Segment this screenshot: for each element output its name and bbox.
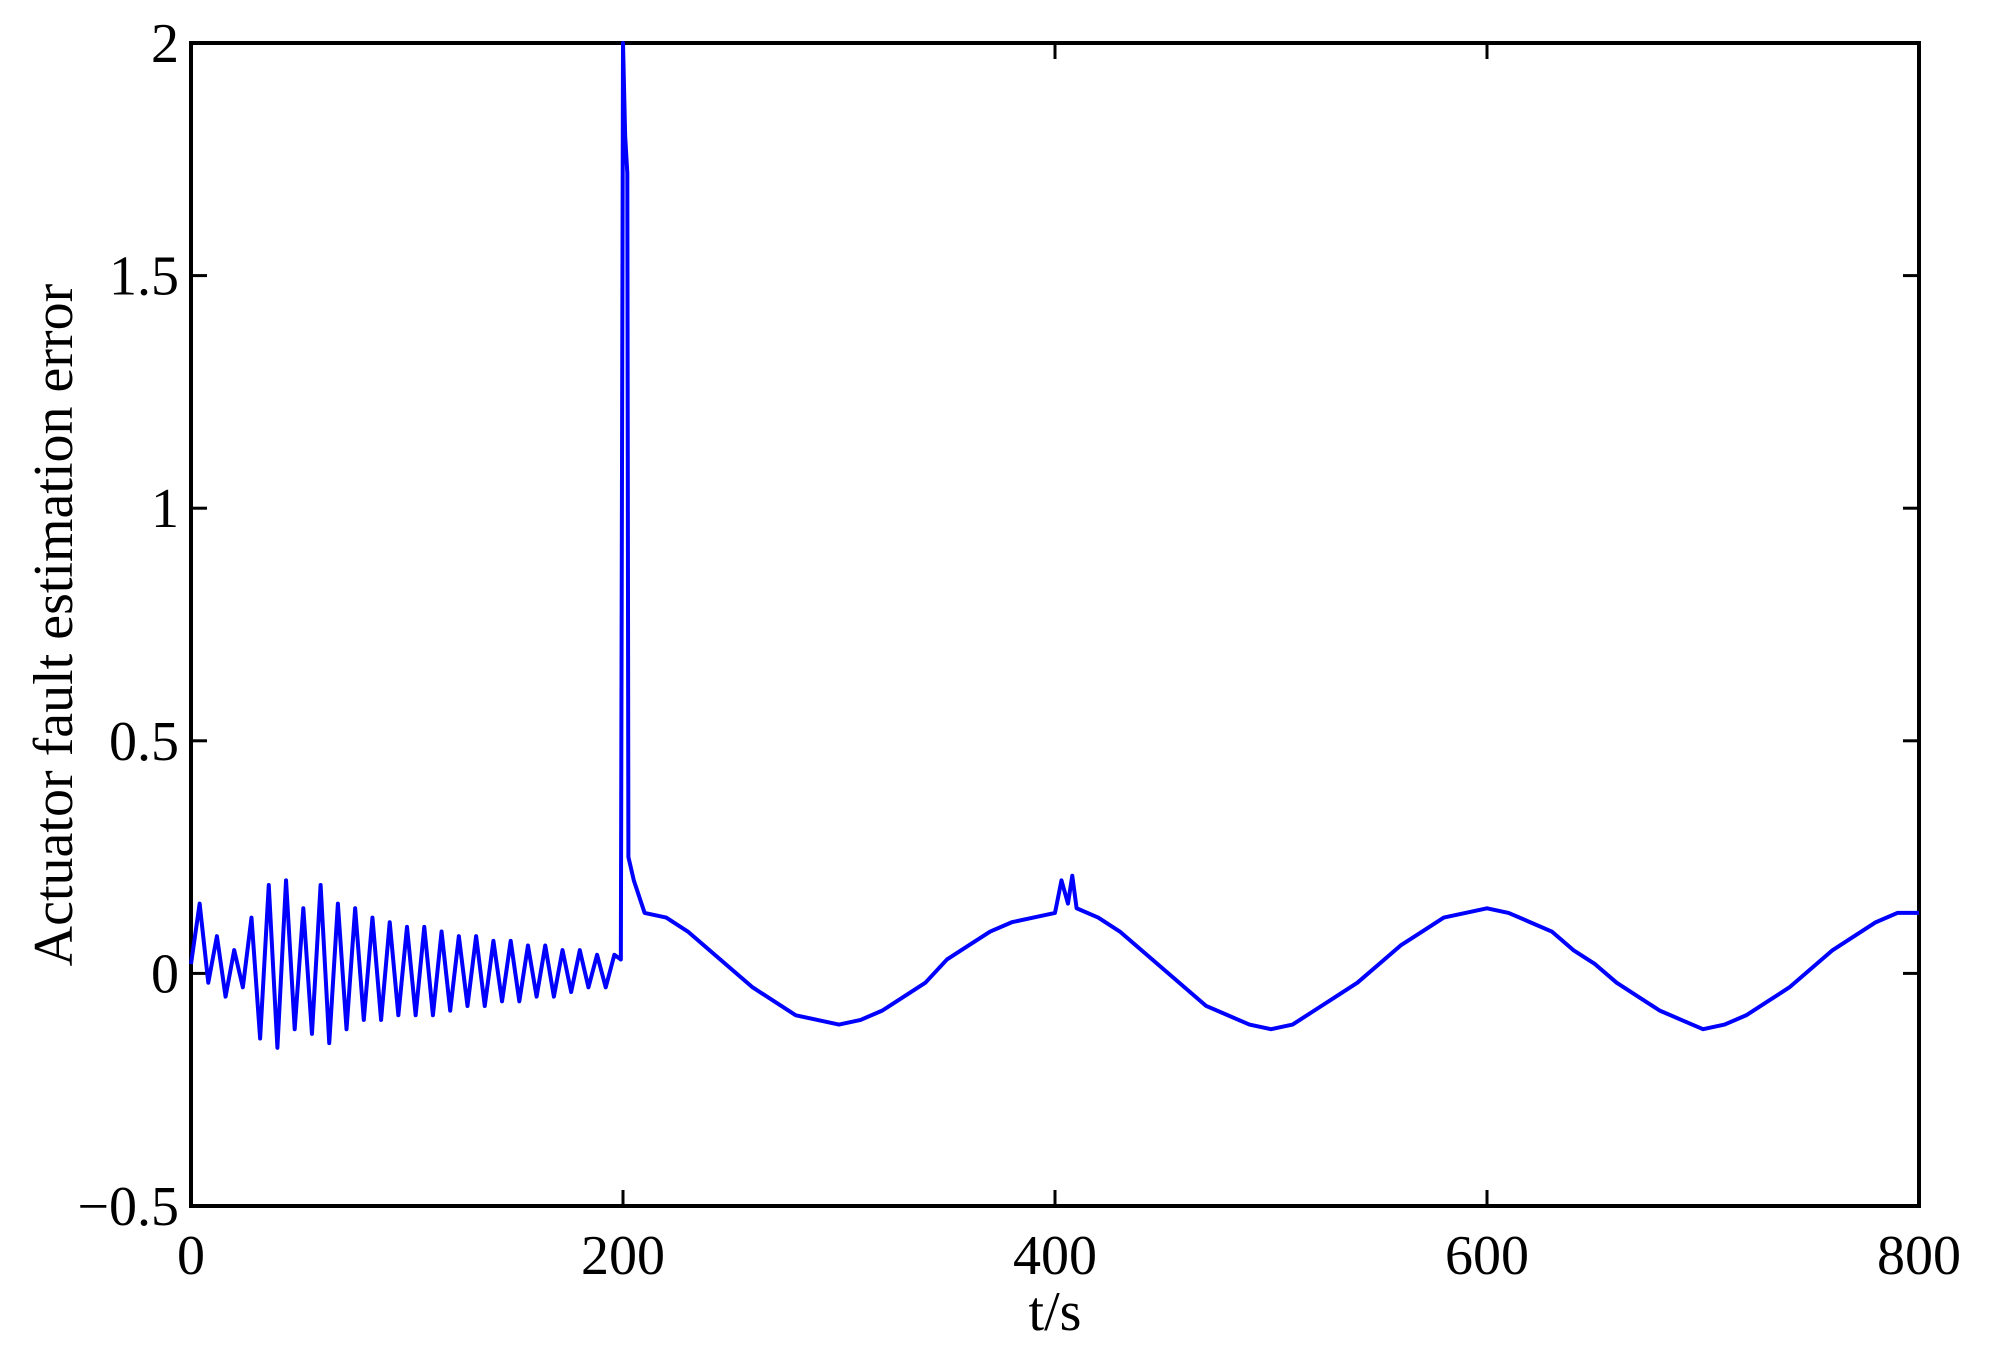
y-tick-label: 1.5 — [109, 246, 179, 308]
line — [189, 41, 1919, 1050]
x-axis-label: t/s — [1029, 1281, 1082, 1343]
y-axis-label: Actuator fault estimation error — [23, 283, 85, 966]
y-tick-label: −0.5 — [77, 1176, 179, 1238]
x-tick-label: 600 — [1445, 1225, 1529, 1287]
plot-frame — [189, 41, 1921, 1208]
x-tick-label: 800 — [1877, 1225, 1961, 1287]
y-tick-label: 2 — [151, 13, 179, 75]
y-tick-label: 0 — [151, 943, 179, 1005]
y-tick-label: 1 — [151, 478, 179, 540]
x-tick-label: 200 — [581, 1225, 665, 1287]
x-tick-label: 0 — [177, 1225, 205, 1287]
x-tick-label: 400 — [1013, 1225, 1097, 1287]
y-tick-label: 0.5 — [109, 711, 179, 773]
